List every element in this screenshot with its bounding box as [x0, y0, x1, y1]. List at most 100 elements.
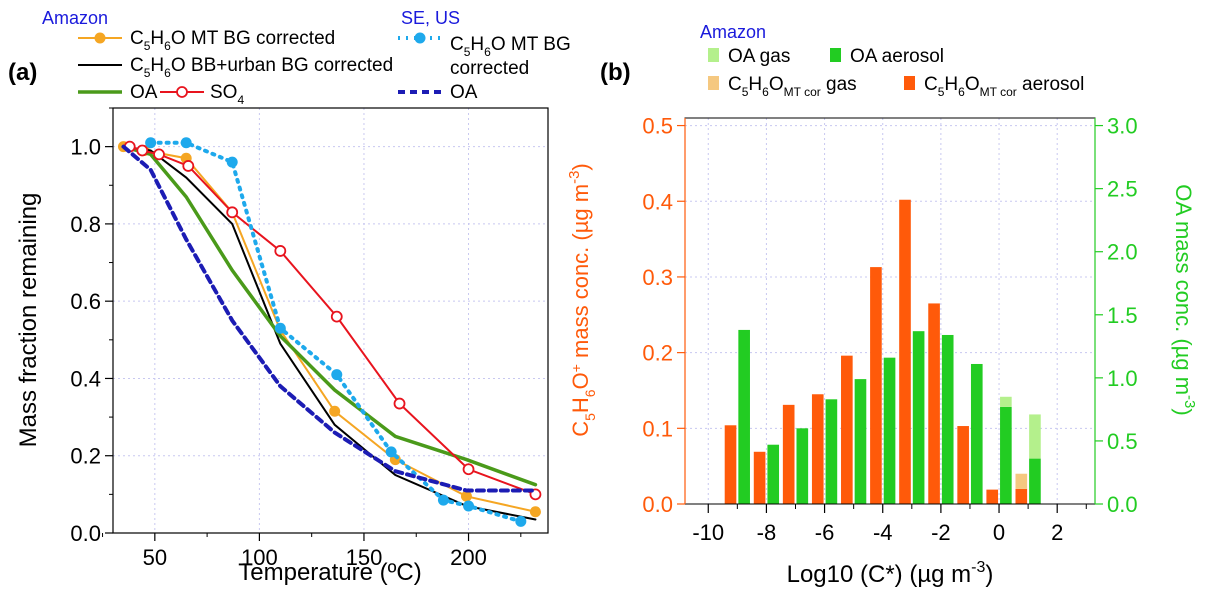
label-span: H [470, 34, 484, 55]
legend-marker [414, 32, 426, 44]
bar-c5h6o-aerosol [928, 303, 940, 504]
tick-label-x: -10 [692, 520, 724, 545]
data-point [529, 506, 541, 518]
bar-oa-gas [1029, 414, 1041, 459]
tick-label-y-right: 2.0 [1107, 240, 1138, 265]
legend-swatch [708, 76, 719, 90]
x-axis-label-b-sup: -3 [971, 559, 985, 576]
data-point [274, 245, 287, 257]
data-point [136, 144, 149, 157]
label-span: 5 [144, 39, 151, 53]
label-span: 6 [164, 39, 171, 53]
bar-oa-aerosol [825, 399, 838, 504]
bar-c5h6o-aerosol [841, 355, 853, 504]
panel-a-label: (a) [8, 59, 37, 86]
tick-label-y: 0.8 [70, 212, 101, 237]
panel-a: (a) 50 100 150 200 0.0 0.2 0.4 0.6 0.8 1.0 Temper… [8, 8, 571, 586]
label-span: mass conc. (µg m [568, 184, 593, 364]
label-span: -3 [1181, 395, 1198, 408]
bar-oa-aerosol [912, 331, 925, 504]
plot-frame-a [112, 107, 549, 534]
label-span: ) [1171, 408, 1196, 415]
y-label-left-text: C5H6O+​ mass conc. (µg m-3) [566, 163, 598, 437]
bar-c5h6o-aerosol [957, 426, 969, 504]
ticks-a: 50 100 150 200 0.0 0.2 0.4 0.6 0.8 1.0 [70, 107, 522, 570]
y-axis-label-right-b: OA mass conc. (µg m-3) [1171, 184, 1198, 415]
label-span: MT BG corrected [186, 28, 336, 49]
y-axis-label-left-b: C5H6O+​ mass conc. (µg m-3) [566, 163, 598, 437]
label-span: gas [821, 74, 857, 95]
y-axis-label-a: Mass fraction remaining [15, 193, 42, 448]
label-span: O [568, 372, 593, 389]
tick-label-y-left: 0.1 [642, 416, 673, 441]
label-span: H [568, 397, 593, 413]
bar-oa-aerosol [970, 363, 983, 504]
label-span: O [491, 34, 506, 55]
tick-label-x: -4 [873, 520, 893, 545]
bar-oa-aerosol [854, 379, 867, 504]
data-point [329, 405, 341, 417]
bar-oa-aerosol [738, 329, 750, 504]
label-span: C [130, 55, 144, 76]
label-span: MT cor [980, 85, 1017, 99]
label-span: OA [450, 82, 478, 103]
label-span: aerosol [1017, 74, 1085, 95]
tick-label-y-right: 0.5 [1107, 429, 1138, 454]
label-span: O [965, 74, 980, 95]
legend-swatch [904, 76, 915, 90]
label-span: SO [210, 82, 237, 103]
bar-oa-aerosol [883, 357, 896, 504]
series-line [128, 145, 537, 496]
data-point [515, 515, 527, 527]
label-span: 5 [938, 85, 945, 99]
label-span: -3 [566, 171, 583, 184]
data-point [182, 160, 195, 172]
tick-label-y: 1.0 [70, 135, 101, 160]
tick-label-y-right: 1.0 [1107, 366, 1138, 391]
bar-c5h6o-aerosol [811, 394, 824, 504]
tick-label-y-left: 0.2 [642, 341, 673, 366]
label-span: C [728, 74, 742, 95]
label-span: OA mass conc. (µg m [1171, 184, 1196, 395]
data-point [462, 463, 475, 476]
tick-label-y: 0.6 [70, 289, 101, 314]
label-span: 6 [958, 85, 965, 99]
label-span: ) [568, 163, 593, 170]
tick-label-y: 0.0 [70, 521, 101, 546]
bar-c5h6o-aerosol [724, 425, 737, 504]
label-span: C [130, 28, 144, 49]
tick-label-y-left: 0.0 [642, 492, 673, 517]
label-span: OA [130, 82, 158, 103]
bar-oa-aerosol [1029, 458, 1041, 504]
label-span: MT BG [506, 34, 571, 55]
bar-c5h6o-gas [1015, 473, 1028, 489]
tick-label-x: 0 [993, 520, 1005, 545]
bar-oa-aerosol [941, 334, 954, 504]
legend-swatch [708, 48, 719, 62]
x-axis-label-b: Log10 (C*) (µg m-3) [787, 559, 994, 588]
label-span: 4 [237, 93, 244, 107]
legend-marker [94, 32, 106, 44]
bar-oa-gas [1000, 396, 1012, 407]
label-span: 6 [582, 389, 598, 397]
label-span: C [924, 74, 938, 95]
tick-label-y-left: 0.5 [642, 114, 673, 139]
tick-label-y-left: 0.4 [642, 189, 673, 214]
label-span: OA gas [728, 46, 790, 67]
tick-label-y: 0.2 [70, 444, 101, 469]
legend-label-line2: corrected [450, 58, 529, 79]
label-span: C [450, 34, 464, 55]
data-point [180, 137, 192, 149]
legend-label: SO4​ [210, 82, 244, 107]
series-line [121, 144, 538, 487]
legend-label-line1: C5H6O MT BG [450, 34, 571, 59]
data-point [153, 148, 165, 161]
series-line [121, 144, 538, 493]
tick-label-x: 2 [1051, 520, 1063, 545]
tick-label-x: 150 [346, 545, 383, 570]
data-point [330, 310, 343, 323]
tick-label-y-left: 0.3 [642, 265, 673, 290]
data-point [226, 206, 239, 219]
